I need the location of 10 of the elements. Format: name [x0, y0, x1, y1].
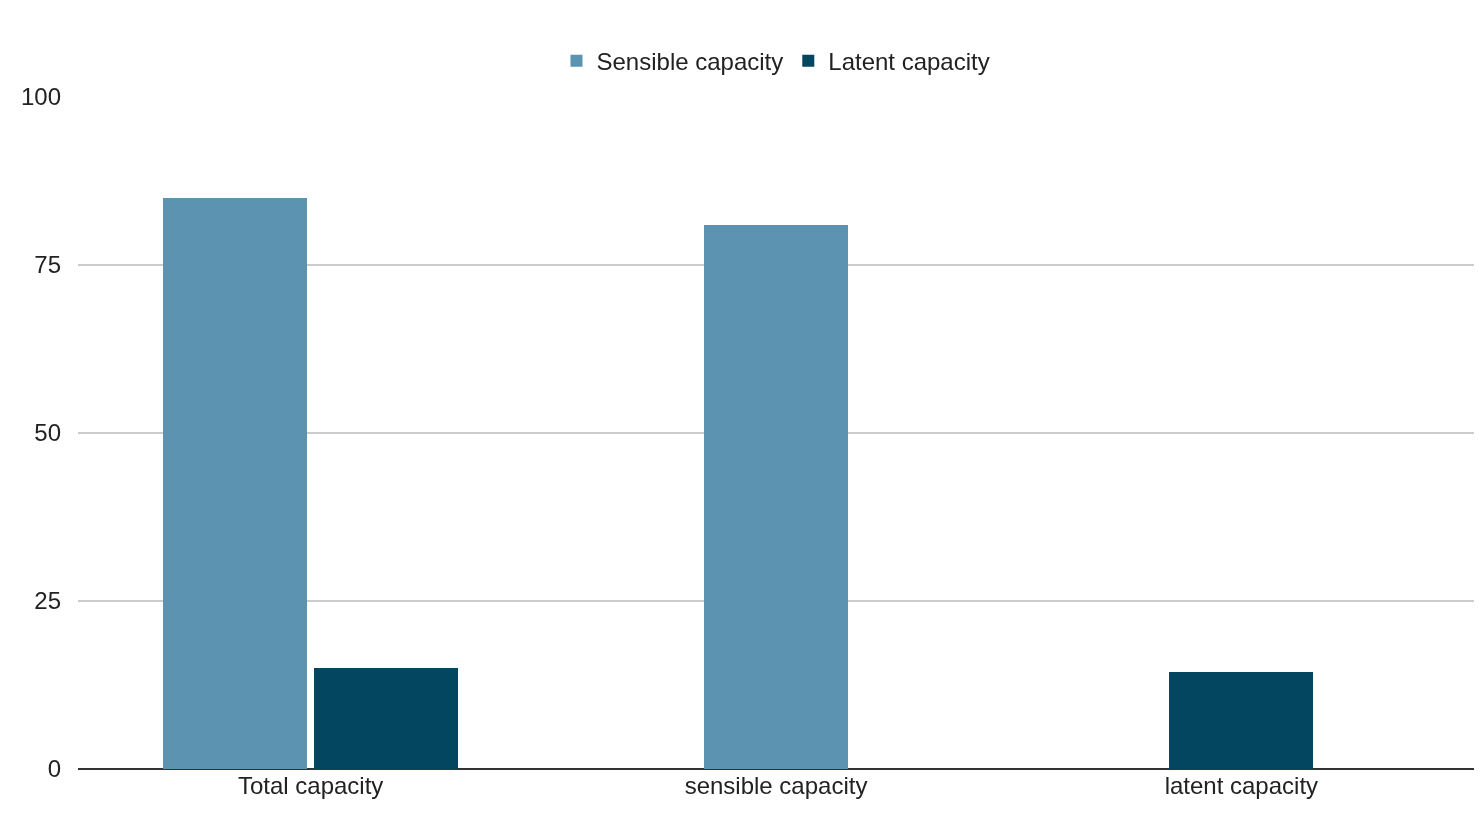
y-tick-label: 50 — [34, 419, 61, 447]
y-tick-label: 75 — [34, 251, 61, 279]
x-tick-label: sensible capacity — [684, 772, 868, 799]
legend-label: Latent capacity — [828, 48, 990, 76]
x-tick-label: latent capacity — [1164, 772, 1319, 799]
y-tick-label: 25 — [34, 587, 61, 615]
y-tick-label: 0 — [47, 755, 61, 783]
x-tick-label: Total capacity — [237, 772, 384, 799]
legend-label: Sensible capacity — [596, 48, 784, 76]
y-tick-label: 100 — [20, 83, 61, 111]
